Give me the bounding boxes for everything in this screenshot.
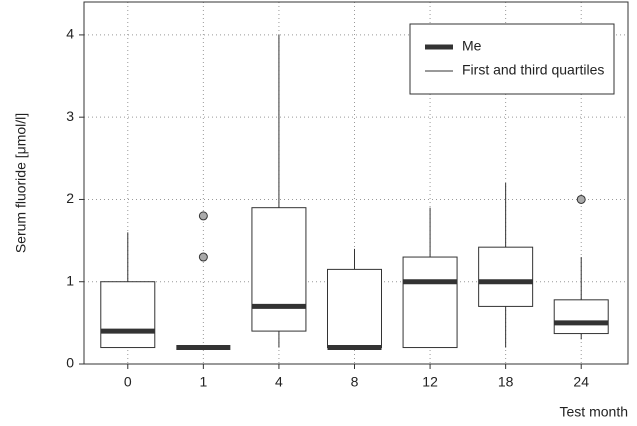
x-tick-label: 4 bbox=[275, 374, 283, 390]
x-tick-label: 0 bbox=[124, 374, 132, 390]
y-axis-label: Serum fluoride [μmol/l] bbox=[13, 113, 29, 253]
outlier bbox=[576, 194, 586, 204]
x-tick-label: 8 bbox=[351, 374, 359, 390]
x-tick-label: 24 bbox=[573, 374, 589, 390]
box bbox=[553, 299, 609, 335]
x-axis-label: Test month bbox=[560, 404, 628, 420]
x-tick-label: 1 bbox=[199, 374, 207, 390]
box bbox=[402, 256, 458, 349]
y-tick-label: 1 bbox=[66, 272, 74, 288]
legend-label: First and third quartiles bbox=[462, 62, 604, 78]
outlier bbox=[198, 252, 208, 262]
legend-box bbox=[409, 23, 615, 95]
y-tick-label: 0 bbox=[66, 355, 74, 371]
y-tick-label: 4 bbox=[66, 26, 74, 42]
plot-frame bbox=[83, 1, 629, 365]
outlier bbox=[198, 211, 208, 221]
box bbox=[327, 268, 382, 349]
x-tick-label: 12 bbox=[422, 374, 438, 390]
box bbox=[478, 246, 534, 307]
box bbox=[100, 281, 156, 349]
box bbox=[251, 207, 307, 332]
legend-label: Me bbox=[462, 38, 482, 54]
y-tick-label: 2 bbox=[66, 190, 74, 206]
y-tick-label: 3 bbox=[66, 108, 74, 124]
x-tick-label: 18 bbox=[498, 374, 514, 390]
